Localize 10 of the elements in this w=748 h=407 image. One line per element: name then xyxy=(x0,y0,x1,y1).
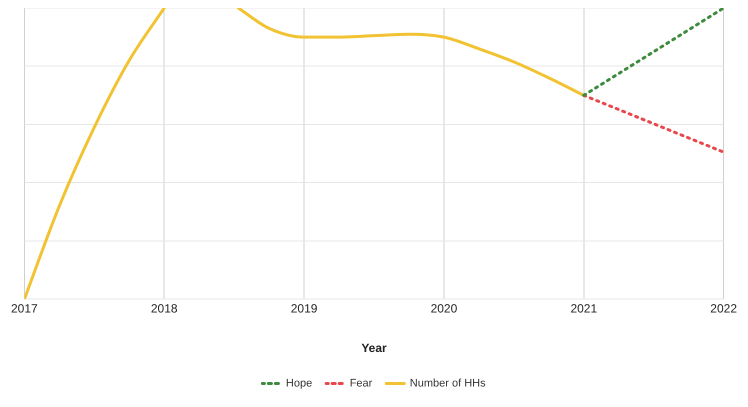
legend-label: Fear xyxy=(350,378,373,390)
x-tick-label: 2019 xyxy=(290,302,318,316)
x-tick-label: 2020 xyxy=(430,302,458,316)
x-tick-label: 2022 xyxy=(710,302,738,316)
legend-label: Number of HHs xyxy=(410,378,486,390)
legend-label: Hope xyxy=(286,378,312,390)
x-tick-label: 2018 xyxy=(150,302,178,316)
x-tick-label: 2021 xyxy=(570,302,598,316)
x-tick-label: 2017 xyxy=(10,302,38,316)
x-axis-title: Year xyxy=(361,341,388,356)
